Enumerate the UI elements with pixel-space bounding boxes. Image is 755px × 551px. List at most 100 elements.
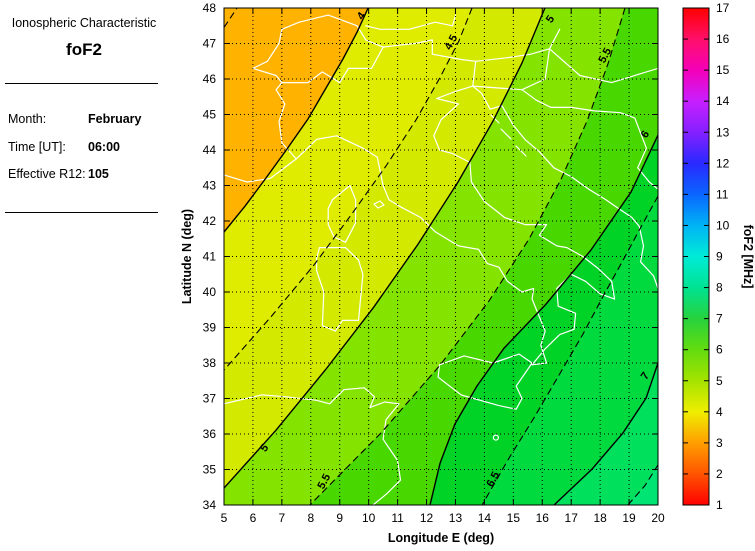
- contour-label-5: 5: [544, 13, 557, 25]
- contour-label-6: 6: [639, 129, 652, 141]
- x-tick-label: 12: [420, 511, 434, 525]
- colorbar-tick-label: 1: [716, 498, 723, 512]
- colorbar-tick-label: 7: [716, 312, 723, 326]
- colorbar-tick-label: 6: [716, 343, 723, 357]
- band-fill-ge-7.5: [627, 464, 658, 505]
- colorbar-tick-label: 3: [716, 436, 723, 450]
- colorbar-tick-label: 12: [716, 156, 730, 170]
- field-month: Month: February: [8, 112, 208, 126]
- x-tick-label: 11: [391, 511, 404, 525]
- border-italy-austria: [382, 39, 477, 87]
- colorbar-tick-label: 8: [716, 281, 723, 295]
- field-label: Time [UT]:: [8, 140, 66, 154]
- x-tick-label: 10: [362, 511, 376, 525]
- y-tick-labels: 34 35 36 37 38 39 40 41 42 43 44 45 46 47 48: [203, 1, 217, 512]
- y-tick-label: 46: [203, 72, 217, 86]
- field-time: Time [UT]: 06:00: [8, 140, 208, 154]
- x-tick-label: 14: [478, 511, 492, 525]
- field-label: Effective R12:: [8, 167, 86, 181]
- colorbar-tick-label: 16: [716, 32, 730, 46]
- coastline-island: [515, 145, 527, 157]
- coastline-italy: [295, 85, 616, 366]
- border-germany-austria: [365, 14, 457, 30]
- y-tick-label: 40: [203, 285, 217, 299]
- contour-label-7: 7: [639, 370, 652, 382]
- panel-title: Ionospheric Characteristic: [11, 16, 157, 30]
- x-tick-label: 15: [507, 511, 521, 525]
- border-croatia-hungary: [548, 48, 658, 84]
- y-tick-label: 43: [203, 179, 217, 193]
- axis-ticks: [223, 7, 659, 506]
- coastline-elba: [373, 200, 385, 209]
- coastline-sardinia: [315, 247, 364, 332]
- grid-lines: [224, 8, 658, 505]
- x-tick-labels: 5 6 7 8 9 10 11 12 13 14 15 16 17 18 19 20: [221, 511, 665, 525]
- y-tick-label: 39: [203, 321, 217, 335]
- colorbar-tick-label: 14: [716, 94, 730, 108]
- colorbar-tick-label: 17: [716, 1, 730, 15]
- y-tick-label: 38: [203, 356, 217, 370]
- border-austria-hungary: [475, 28, 561, 62]
- y-tick-label: 47: [203, 37, 217, 51]
- colorbar-tick-label: 11: [716, 187, 729, 201]
- colorbar-tick-label: 9: [716, 250, 723, 264]
- y-tick-label: 35: [203, 463, 217, 477]
- x-axis-title: Longitude E (deg): [388, 531, 494, 545]
- contour-line-5: [224, 8, 546, 489]
- contour-line-6.5: [481, 195, 658, 505]
- coastline-island: [490, 114, 500, 124]
- coastline-island: [500, 128, 512, 140]
- x-tick-label: 13: [449, 511, 463, 525]
- y-axis-title: Latitude N (deg): [180, 209, 194, 304]
- x-tick-label: 9: [336, 511, 343, 525]
- field-value: 105: [88, 167, 109, 181]
- contour-line-7: [553, 362, 658, 505]
- y-tick-label: 36: [203, 427, 217, 441]
- contour-line-3.5: [224, 8, 238, 28]
- field-value: February: [88, 112, 142, 126]
- colorbar-tick-label: 10: [716, 218, 730, 232]
- border-serbia: [634, 117, 658, 190]
- coastline-france: [224, 158, 297, 183]
- panel-subtitle: foF2: [66, 40, 102, 59]
- colorbar-title: foF2 [MHz]: [741, 225, 755, 289]
- colorbar-tick-label: 4: [716, 405, 723, 419]
- x-tick-label: 7: [279, 511, 286, 525]
- border-slovenia-croatia: [472, 48, 551, 91]
- x-tick-label: 8: [307, 511, 314, 525]
- divider: [5, 212, 158, 213]
- y-tick-label: 44: [203, 143, 217, 157]
- y-tick-label: 45: [203, 108, 217, 122]
- colorbar-tick-label: 13: [716, 125, 730, 139]
- map-outlines: [224, 14, 658, 505]
- field-value: 06:00: [88, 140, 120, 154]
- x-tick-label: 19: [622, 511, 636, 525]
- border-bosnia-north: [521, 89, 636, 119]
- x-tick-label: 5: [221, 511, 228, 525]
- contour-line-6: [429, 134, 658, 505]
- y-tick-label: 42: [203, 214, 217, 228]
- coastline-corsica: [327, 184, 357, 243]
- y-tick-label: 37: [203, 392, 217, 406]
- contour-label-5: 5: [258, 442, 271, 454]
- y-tick-label: 48: [203, 1, 217, 15]
- divider: [5, 83, 158, 84]
- x-tick-label: 17: [565, 511, 579, 525]
- x-tick-label: 20: [651, 511, 665, 525]
- field-label: Month:: [8, 112, 47, 126]
- y-tick-label: 41: [203, 250, 217, 264]
- colorbar-tick-label: 15: [716, 63, 730, 77]
- contour-line-4.5: [224, 8, 473, 371]
- x-tick-label: 6: [250, 511, 257, 525]
- colorbar-tick-label: 5: [716, 374, 723, 388]
- y-tick-label: 34: [203, 498, 217, 512]
- coastline-north-africa: [224, 387, 402, 505]
- field-r12: Effective R12: 105: [8, 167, 208, 181]
- x-tick-label: 18: [593, 511, 607, 525]
- contour-line-7.5: [627, 464, 658, 505]
- coastline-malta: [492, 434, 499, 441]
